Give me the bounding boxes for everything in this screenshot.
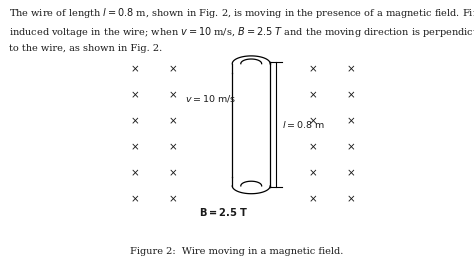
Text: induced voltage in the wire; when $v = 10$ m/s, $B = 2.5$ $T$ and the moving dir: induced voltage in the wire; when $v = 1… [9, 25, 474, 39]
Text: $\times$: $\times$ [130, 116, 140, 126]
Text: $\times$: $\times$ [168, 116, 178, 126]
Text: $\times$: $\times$ [346, 90, 356, 100]
Text: $\times$: $\times$ [130, 194, 140, 204]
Text: The wire of length $l = 0.8$ m, shown in Fig. 2, is moving in the presence of a : The wire of length $l = 0.8$ m, shown in… [9, 6, 474, 21]
Text: $\times$: $\times$ [168, 90, 178, 100]
Text: $\times$: $\times$ [168, 194, 178, 204]
Text: $\times$: $\times$ [308, 64, 318, 74]
Text: $v = 10\ \mathrm{m/s}$: $v = 10\ \mathrm{m/s}$ [185, 93, 237, 104]
Text: $\times$: $\times$ [346, 142, 356, 152]
Text: $\times$: $\times$ [168, 64, 178, 74]
Text: $\times$: $\times$ [308, 90, 318, 100]
Text: $\times$: $\times$ [130, 168, 140, 178]
Text: Figure 2:  Wire moving in a magnetic field.: Figure 2: Wire moving in a magnetic fiel… [130, 247, 344, 256]
Text: $\times$: $\times$ [130, 64, 140, 74]
Text: $\times$: $\times$ [346, 168, 356, 178]
Text: $\times$: $\times$ [168, 168, 178, 178]
Text: $\times$: $\times$ [346, 64, 356, 74]
Text: $\mathbf{B = 2.5\ T}$: $\mathbf{B = 2.5\ T}$ [199, 206, 248, 218]
Text: to the wire, as shown in Fig. 2.: to the wire, as shown in Fig. 2. [9, 44, 162, 53]
Text: $\times$: $\times$ [346, 116, 356, 126]
Text: $\times$: $\times$ [308, 168, 318, 178]
Text: $\times$: $\times$ [308, 116, 318, 126]
Text: $\times$: $\times$ [168, 142, 178, 152]
Text: $l = 0.8\ \mathrm{m}$: $l = 0.8\ \mathrm{m}$ [282, 119, 325, 130]
Text: $\times$: $\times$ [308, 142, 318, 152]
Text: $\times$: $\times$ [308, 194, 318, 204]
Text: $\times$: $\times$ [130, 90, 140, 100]
Text: $\times$: $\times$ [130, 142, 140, 152]
Text: $\times$: $\times$ [346, 194, 356, 204]
